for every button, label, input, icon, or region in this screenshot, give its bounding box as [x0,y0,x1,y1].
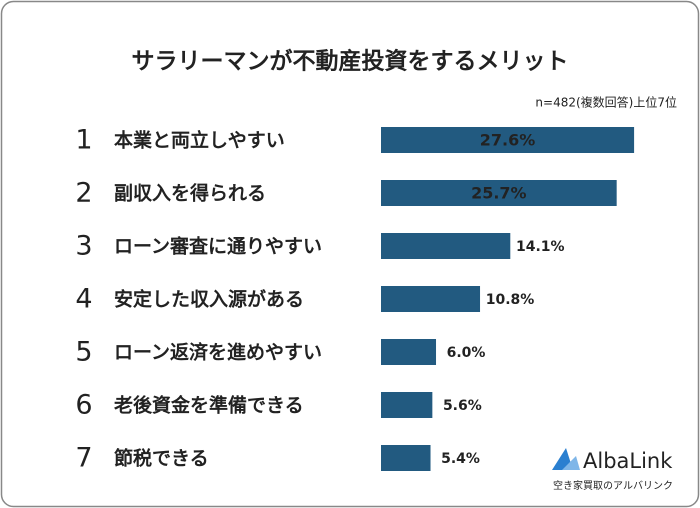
category-label: 老後資金を準備できる [114,394,304,417]
value-label: 10.8% [486,292,535,308]
rank-number: 4 [75,284,92,315]
bar [381,180,617,206]
rank-number: 1 [75,125,92,156]
rank-number: 2 [75,178,92,209]
category-label: 本業と両立しやすい [114,129,285,152]
value-label: 6.0% [447,345,486,361]
rank-number: 5 [75,337,92,368]
rank-number: 6 [75,390,92,421]
value-label: 25.7% [471,184,527,203]
value-label: 5.4% [441,451,480,467]
bar [381,286,481,312]
chart-subtitle: n=482(複数回答)上位7位 [535,95,677,110]
logo-icon [562,456,580,470]
category-label: ローン返済を進めやすい [114,341,322,364]
category-label: 安定した収入源がある [114,288,304,311]
bar [381,127,635,153]
bar [381,392,433,418]
value-label: 27.6% [480,131,536,150]
category-label: 節税できる [114,447,209,470]
rank-number: 7 [75,443,92,474]
bar [381,445,431,471]
chart-title: サラリーマンが不動産投資をするメリット [132,48,569,75]
value-label: 14.1% [516,239,565,255]
bar [381,233,511,259]
category-label: ローン審査に通りやすい [114,235,322,258]
category-label: 副収入を得られる [114,182,266,205]
logo-tagline: 空き家買取のアルバリンク [553,479,673,492]
bar [381,339,437,365]
logo: AlbaLink 空き家買取のアルバリンク [552,448,673,492]
logo-name: AlbaLink [583,449,673,473]
rank-number: 3 [75,231,92,262]
value-label: 5.6% [443,398,482,414]
